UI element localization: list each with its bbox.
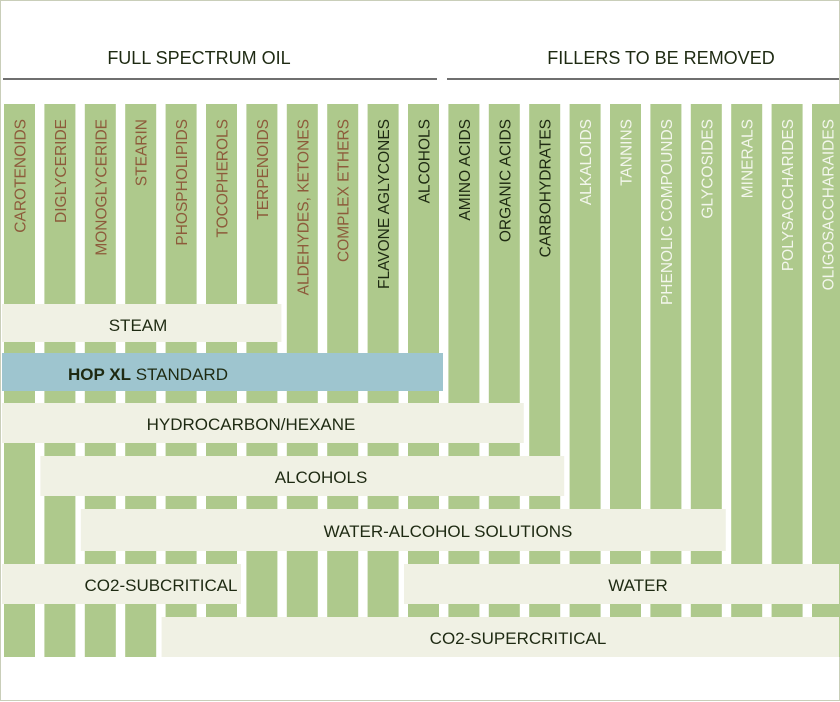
column-label: GLYCOSIDES [699,119,716,219]
method-band [80,509,726,551]
column-label: ALCOHOLS [417,119,434,203]
method-label: CO2-SUPERCRITICAL [430,629,607,648]
column-label: OLIGOSACCHARAIDES [821,119,838,290]
header-full-spectrum-oil: FULL SPECTRUM OIL [107,48,290,68]
method-label: HYDROCARBON/HEXANE [147,415,356,434]
header-fillers-to-be-removed: FILLERS TO BE REMOVED [547,48,774,68]
method-bands: STEAM HOP XL STANDARD HYDROCARBON/HEXANE AL… [2,304,840,657]
section-headers: FULL SPECTRUM OIL FILLERS TO BE REMOVED [3,48,839,80]
column-label: COMPLEX ETHERS [336,119,353,262]
column-label: ORGANIC ACIDS [497,119,514,242]
column-label: CARBOHYDRATES [538,119,555,257]
method-band [161,617,840,657]
column-label: ALKALOIDS [578,119,595,205]
method-band [2,403,524,443]
column-label: CAROTENOIDS [13,119,30,233]
column-label: AMINO ACIDS [457,119,474,221]
column-label: ALDEHYDES, KETONES [295,119,312,295]
column-label: TANNINS [619,119,636,186]
column-label: PHENOLIC COMPOUNDS [659,119,676,305]
column-label: PHOSPHOLIPIDS [174,119,191,246]
method-band [2,564,241,604]
column-label: MONOGLYCERIDE [93,119,110,256]
column-label: TERPENOIDS [255,119,272,220]
method-band [2,304,282,342]
method-label: WATER-ALCOHOL SOLUTIONS [324,522,573,541]
column-label: FLAVONE AGLYCONES [376,119,393,289]
method-label: ALCOHOLS [275,468,368,487]
method-band [404,564,839,604]
method-label: WATER [608,576,668,595]
column-label: MINERALS [740,119,757,198]
column-label: TOCOPHEROLS [215,119,232,238]
method-label: STEAM [109,316,168,335]
method-band [40,456,565,496]
method-label: CO2-SUBCRITICAL [84,576,237,595]
method-band [2,353,443,391]
column-label: POLYSACCHARIDES [780,119,797,271]
column-label: STEARIN [134,119,151,186]
column-label: DIGLYCERIDE [53,119,70,223]
method-label: HOP XL STANDARD [68,365,228,384]
